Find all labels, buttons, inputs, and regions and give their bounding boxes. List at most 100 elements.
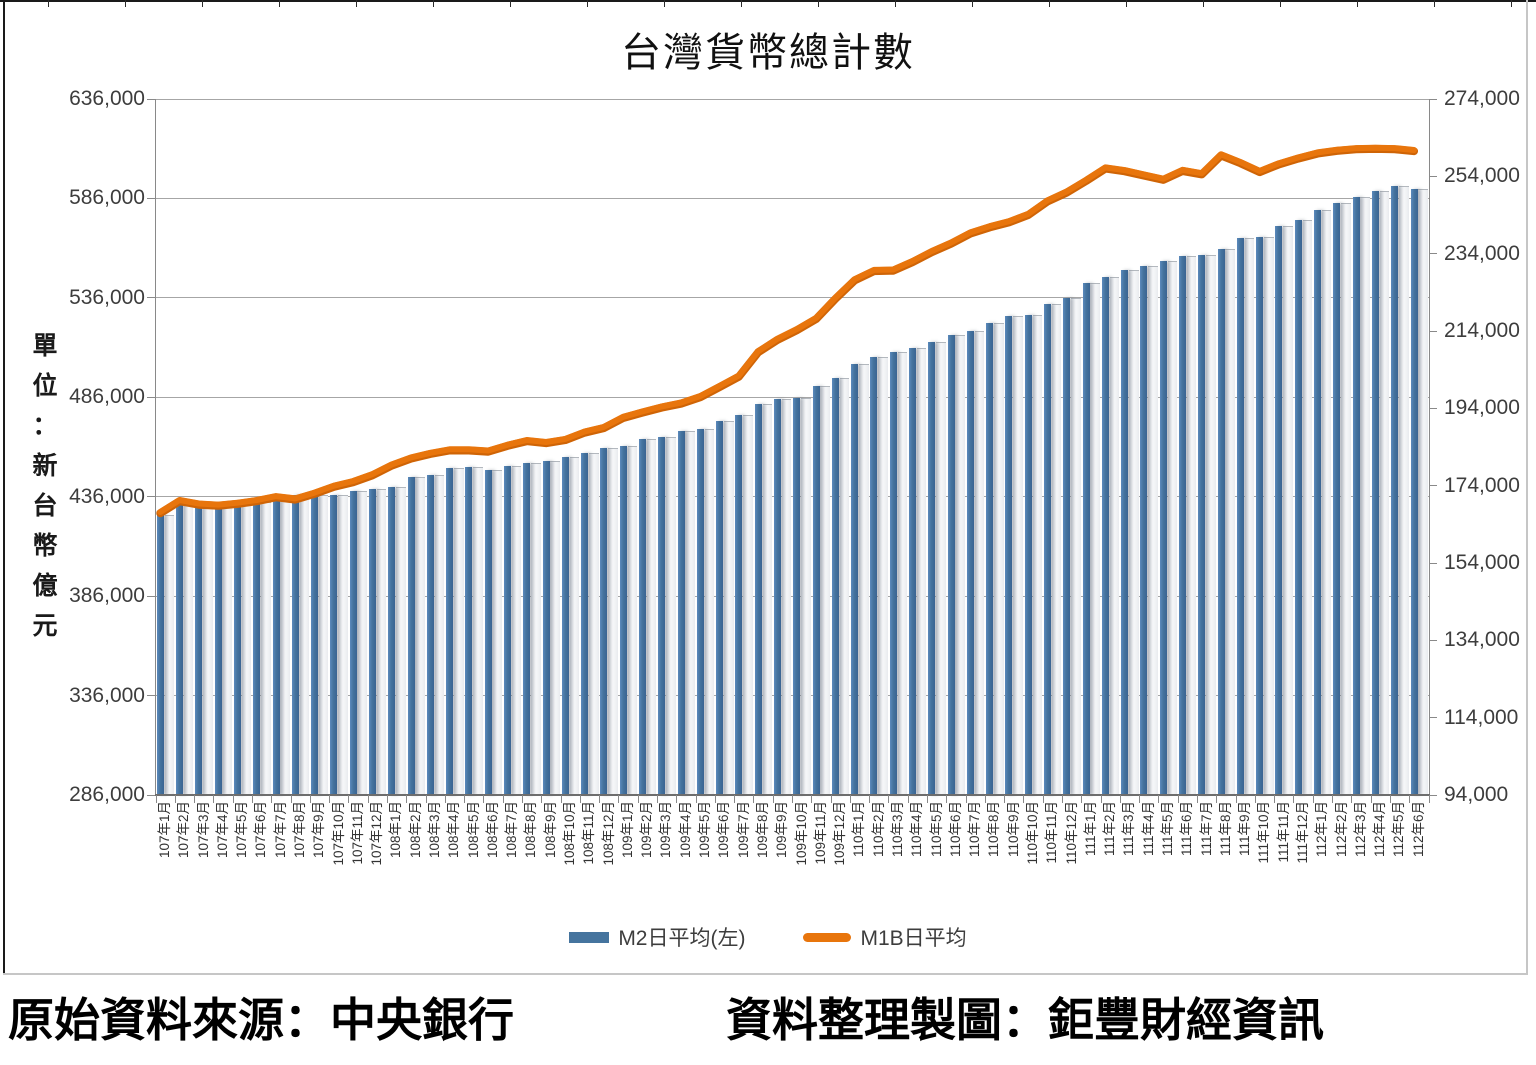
m2-bar-shadow: [839, 378, 850, 795]
x-axis-tick: [521, 795, 523, 803]
x-axis-month-label: 109年6月: [716, 801, 732, 859]
x-axis-tick: [1351, 795, 1353, 803]
m2-bar: [909, 347, 917, 795]
x-axis-month-label: 109年9月: [774, 801, 790, 859]
x-axis-month-label: 111年7月: [1198, 801, 1214, 857]
left-axis-tick: [147, 496, 155, 498]
x-axis-month-label: 109年8月: [754, 801, 770, 859]
x-axis-month-label: 108年2月: [407, 801, 423, 859]
left-axis-tick-label: 586,000: [69, 186, 145, 210]
m2-bar: [1179, 255, 1187, 795]
top-ruler-tick: [818, 0, 819, 7]
x-axis-month-label: 107年11月: [349, 801, 365, 865]
m2-bar-shadow: [164, 514, 175, 795]
x-axis-tick: [1235, 795, 1237, 803]
x-axis-tick: [406, 795, 408, 803]
caption-data-source: 原始資料來源：中央銀行: [8, 995, 514, 1046]
x-axis-month-label: 111年1月: [1082, 801, 1098, 857]
x-axis-month-label: 112年5月: [1391, 801, 1407, 858]
x-axis-month-label: 109年4月: [677, 801, 693, 859]
legend: M2日平均(左) M1B日平均: [0, 920, 1536, 954]
x-axis-tick: [425, 795, 427, 803]
right-axis-tick: [1429, 562, 1437, 564]
m2-bar: [233, 502, 241, 795]
m2-bar: [928, 342, 936, 795]
x-axis-tick: [348, 795, 350, 803]
chart-frame-right-border: [1526, 0, 1528, 975]
top-ruler-tick: [1126, 0, 1127, 7]
m2-bar: [349, 490, 357, 795]
left-axis-tick: [147, 695, 155, 697]
m2-bar-shadow: [1206, 254, 1216, 795]
m1b-line-swatch-icon: [803, 932, 852, 942]
right-axis-tick: [1429, 175, 1437, 177]
m2-bar: [1082, 283, 1090, 795]
m2-bar: [851, 364, 859, 795]
legend-item-m2: M2日平均(左): [569, 922, 745, 952]
top-ruler-tick: [279, 0, 280, 7]
m2-bar-shadow: [858, 364, 869, 795]
x-axis-month-label: 109年3月: [658, 801, 674, 859]
m2-bar-shadow: [396, 486, 406, 795]
m2-bar: [581, 453, 589, 795]
x-axis-tick: [714, 795, 716, 803]
m2-bar: [774, 399, 781, 795]
x-axis-month-label: 110年1月: [851, 801, 867, 858]
x-axis-tick: [367, 795, 369, 803]
m2-bar: [1121, 269, 1129, 795]
m2-bar-shadow: [1013, 315, 1023, 795]
right-axis-tick: [1429, 485, 1437, 487]
left-axis-tick-label: 436,000: [69, 484, 145, 508]
m2-bar-swatch-icon: [569, 931, 610, 943]
top-ruler-tick: [587, 0, 588, 7]
m2-bar-shadow: [608, 448, 618, 795]
right-axis-tick-label: 134,000: [1444, 628, 1520, 652]
top-ruler-tick: [1434, 0, 1435, 7]
x-axis-month-label: 107年3月: [195, 801, 211, 859]
legend-item-m1b: M1B日平均: [803, 922, 967, 952]
right-axis-tick: [1429, 717, 1437, 719]
m2-bar-shadow: [993, 322, 1004, 795]
left-axis-tick-label: 536,000: [69, 285, 145, 309]
m2-bar-shadow: [820, 386, 830, 795]
m2-bar: [600, 448, 608, 795]
x-axis-tick: [830, 795, 832, 803]
top-ruler-tick: [510, 0, 511, 7]
x-axis-tick: [1100, 795, 1102, 803]
m2-bar: [1198, 254, 1206, 795]
m2-bar: [754, 404, 762, 795]
m2-bar: [1294, 220, 1302, 795]
top-ruler-tick: [125, 0, 126, 7]
left-axis-tick: [147, 197, 155, 199]
x-axis-month-label: 112年4月: [1372, 801, 1388, 858]
m2-bar: [619, 445, 627, 795]
x-axis-tick: [1312, 795, 1314, 803]
x-axis-tick: [1409, 795, 1411, 803]
x-axis-month-label: 107年7月: [272, 801, 288, 859]
right-axis-tick: [1429, 330, 1437, 332]
x-axis-tick: [1428, 795, 1430, 803]
x-axis-month-labels: 107年1月 107年2月 107年3月 107年4月 107年5月 107年6月 107年…: [155, 801, 1428, 916]
x-axis-tick: [1081, 795, 1083, 803]
m2-bar-shadow: [743, 414, 753, 795]
top-ruler-tick: [1049, 0, 1050, 7]
x-axis-tick: [271, 795, 273, 803]
x-axis-tick: [1332, 795, 1334, 803]
m2-bar-shadow: [473, 467, 483, 795]
m2-bar: [465, 467, 473, 795]
left-axis-tick-label: 286,000: [69, 783, 145, 806]
m2-bar: [831, 378, 839, 795]
m2-bar-shadow: [955, 335, 965, 795]
m2-bar-shadow: [1148, 265, 1158, 795]
right-axis-tick-label: 94,000: [1444, 783, 1509, 806]
m2-bar: [426, 474, 434, 795]
x-axis-tick: [888, 795, 890, 803]
m2-bar: [1217, 248, 1225, 795]
m2-bar-shadow: [1341, 202, 1351, 795]
m2-bar-shadow: [453, 468, 464, 795]
m2-bar-shadow: [878, 356, 888, 795]
m2-bar: [156, 514, 164, 795]
m2-bar-shadow: [1321, 210, 1332, 795]
m2-bar: [696, 429, 704, 795]
legend-m2-label: M2日平均(左): [618, 927, 746, 950]
